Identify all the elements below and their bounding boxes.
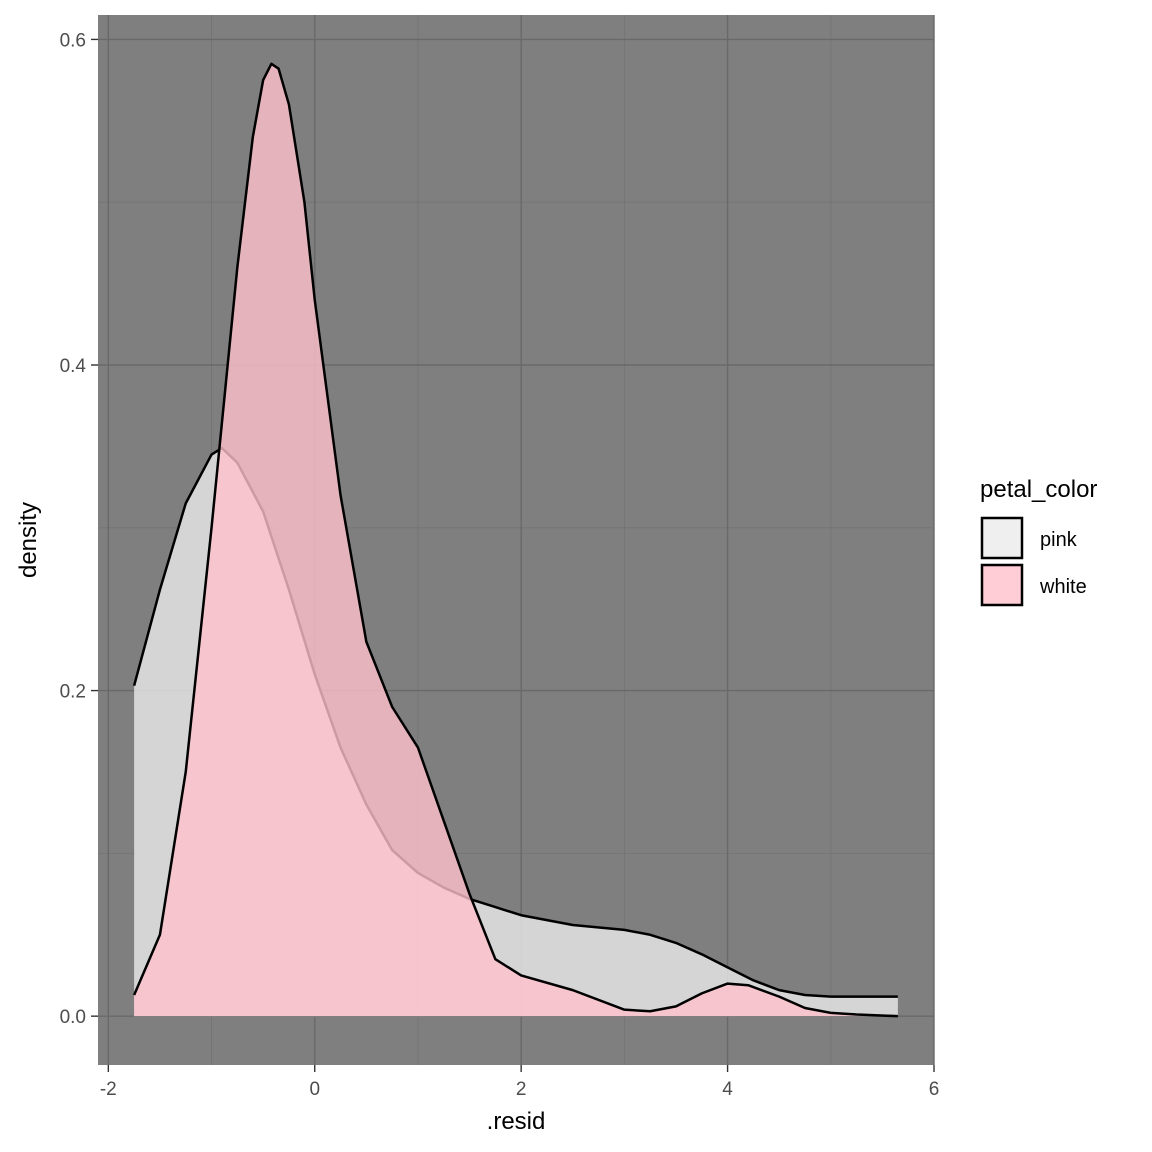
grid-minor [98, 15, 934, 1065]
x-tick-label: 0 [309, 1079, 320, 1100]
y-tick-label: 0.6 [60, 30, 86, 51]
legend: petal_color pink white [980, 476, 1097, 607]
y-tick-label: 0.4 [60, 356, 87, 377]
x-tick-label: 4 [722, 1079, 733, 1100]
legend-key-white [980, 563, 1024, 607]
legend-label-white: white [1039, 576, 1087, 598]
density-areas [132, 62, 898, 1018]
x-axis: -2 0 2 4 6 [100, 1065, 939, 1100]
grid-major [98, 15, 935, 1065]
density-line-white [132, 62, 898, 1018]
legend-key-pink [980, 516, 1024, 560]
x-tick-label: 6 [929, 1079, 940, 1100]
x-tick-label: -2 [100, 1079, 117, 1100]
y-tick-label: 0.0 [60, 1007, 86, 1028]
x-tick-label: 2 [516, 1079, 527, 1100]
legend-title: petal_color [980, 476, 1097, 503]
y-axis: 0.0 0.2 0.4 0.6 [60, 30, 98, 1028]
density-area-white [134, 63, 898, 1017]
x-axis-title: .resid [487, 1108, 546, 1135]
y-axis-title: density [15, 502, 42, 578]
legend-label-pink: pink [1040, 529, 1078, 551]
legend-items: pink white [980, 516, 1087, 607]
y-tick-label: 0.2 [60, 682, 86, 703]
